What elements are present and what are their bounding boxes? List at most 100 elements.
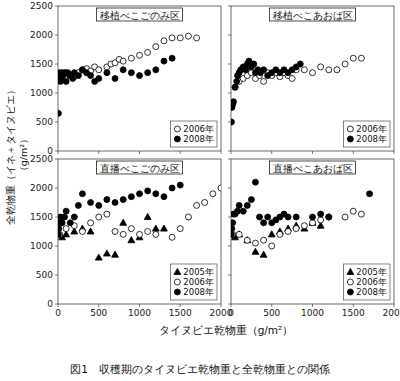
- point: [231, 220, 236, 226]
- point: [177, 182, 183, 188]
- point: [326, 214, 332, 220]
- y-tick-label: 500: [36, 117, 53, 127]
- legend-swatch: [174, 126, 180, 132]
- legend-swatch: [347, 279, 353, 285]
- points: [231, 55, 364, 125]
- point: [301, 223, 307, 229]
- y-tick: [55, 35, 58, 36]
- point: [251, 61, 257, 67]
- point: [112, 229, 118, 235]
- point: [367, 191, 373, 197]
- points: [58, 33, 200, 116]
- x-tick: [58, 304, 59, 307]
- point: [261, 78, 267, 84]
- point: [161, 225, 168, 231]
- x-tick: [231, 151, 232, 154]
- legend-label: 2006年: [356, 124, 387, 134]
- point: [252, 248, 259, 254]
- plot-frame: [58, 159, 221, 304]
- point: [293, 214, 299, 220]
- legend-swatch: [347, 289, 353, 295]
- point: [236, 231, 242, 237]
- point: [153, 44, 159, 50]
- point: [169, 234, 175, 240]
- point: [128, 237, 135, 243]
- point: [87, 228, 94, 234]
- point: [79, 191, 85, 197]
- legend-swatch: [347, 126, 353, 132]
- points: [231, 179, 373, 257]
- legend-swatch: [347, 268, 354, 274]
- y-axis-label: （g/m²）: [18, 134, 29, 176]
- point: [137, 52, 143, 58]
- x-tick-label: 0: [228, 308, 234, 318]
- point: [152, 225, 159, 231]
- y-tick: [228, 35, 231, 36]
- point: [318, 217, 324, 223]
- point: [153, 231, 159, 237]
- panel-title-group: 移植べこあおば区: [270, 8, 356, 21]
- point: [120, 67, 126, 73]
- plot-frame: [58, 6, 221, 151]
- x-tick: [394, 304, 395, 307]
- y-tick: [228, 93, 231, 94]
- legend-label: 2006年: [356, 277, 387, 287]
- x-tick: [180, 304, 181, 307]
- points: [58, 182, 221, 260]
- point: [104, 70, 110, 76]
- y-tick-label: 2500: [30, 1, 53, 11]
- legend: 2005年2006年2008年: [343, 264, 390, 300]
- point: [128, 226, 134, 232]
- point: [120, 197, 126, 203]
- panel-title-box: [97, 8, 183, 21]
- legend-box: [343, 264, 390, 300]
- point: [104, 211, 110, 217]
- x-tick-label: 1000: [128, 308, 151, 318]
- y-tick-label: 1500: [30, 59, 53, 69]
- point: [79, 229, 85, 235]
- point: [310, 220, 316, 226]
- point: [144, 213, 151, 219]
- y-tick: [228, 64, 231, 65]
- point: [252, 240, 258, 246]
- point: [145, 49, 151, 55]
- point: [234, 78, 240, 84]
- x-tick: [221, 304, 222, 307]
- point: [285, 214, 291, 220]
- x-tick: [180, 151, 181, 154]
- panel-title: 移植べこあおば区: [273, 10, 353, 21]
- point: [145, 70, 151, 76]
- y-tick: [55, 6, 58, 7]
- point: [120, 231, 126, 237]
- point: [261, 220, 267, 226]
- point: [232, 84, 238, 90]
- y-tick-label: 500: [36, 270, 53, 280]
- x-tick-label: 500: [263, 308, 280, 318]
- x-tick-label: 500: [90, 308, 107, 318]
- point: [177, 226, 183, 232]
- legend-label: 2006年: [183, 277, 214, 287]
- point: [350, 208, 356, 214]
- point: [268, 231, 275, 237]
- point: [120, 219, 127, 225]
- point: [112, 76, 118, 82]
- legend: 2005年2006年2008年: [170, 264, 217, 300]
- point: [342, 61, 348, 67]
- x-tick: [58, 151, 59, 154]
- legend-label: 2006年: [183, 124, 214, 134]
- x-tick: [139, 151, 140, 154]
- y-tick: [228, 122, 231, 123]
- legend-swatch: [174, 279, 180, 285]
- legend: 2006年2008年: [343, 121, 390, 147]
- point: [96, 214, 102, 220]
- y-tick-label: 0: [47, 299, 53, 309]
- point: [63, 208, 69, 214]
- point: [67, 220, 73, 226]
- point: [169, 185, 175, 191]
- point: [120, 58, 126, 64]
- legend-label: 2008年: [356, 134, 387, 144]
- legend-label: 2005年: [356, 267, 387, 277]
- y-tick: [228, 304, 231, 305]
- point: [161, 38, 167, 44]
- point: [88, 220, 94, 226]
